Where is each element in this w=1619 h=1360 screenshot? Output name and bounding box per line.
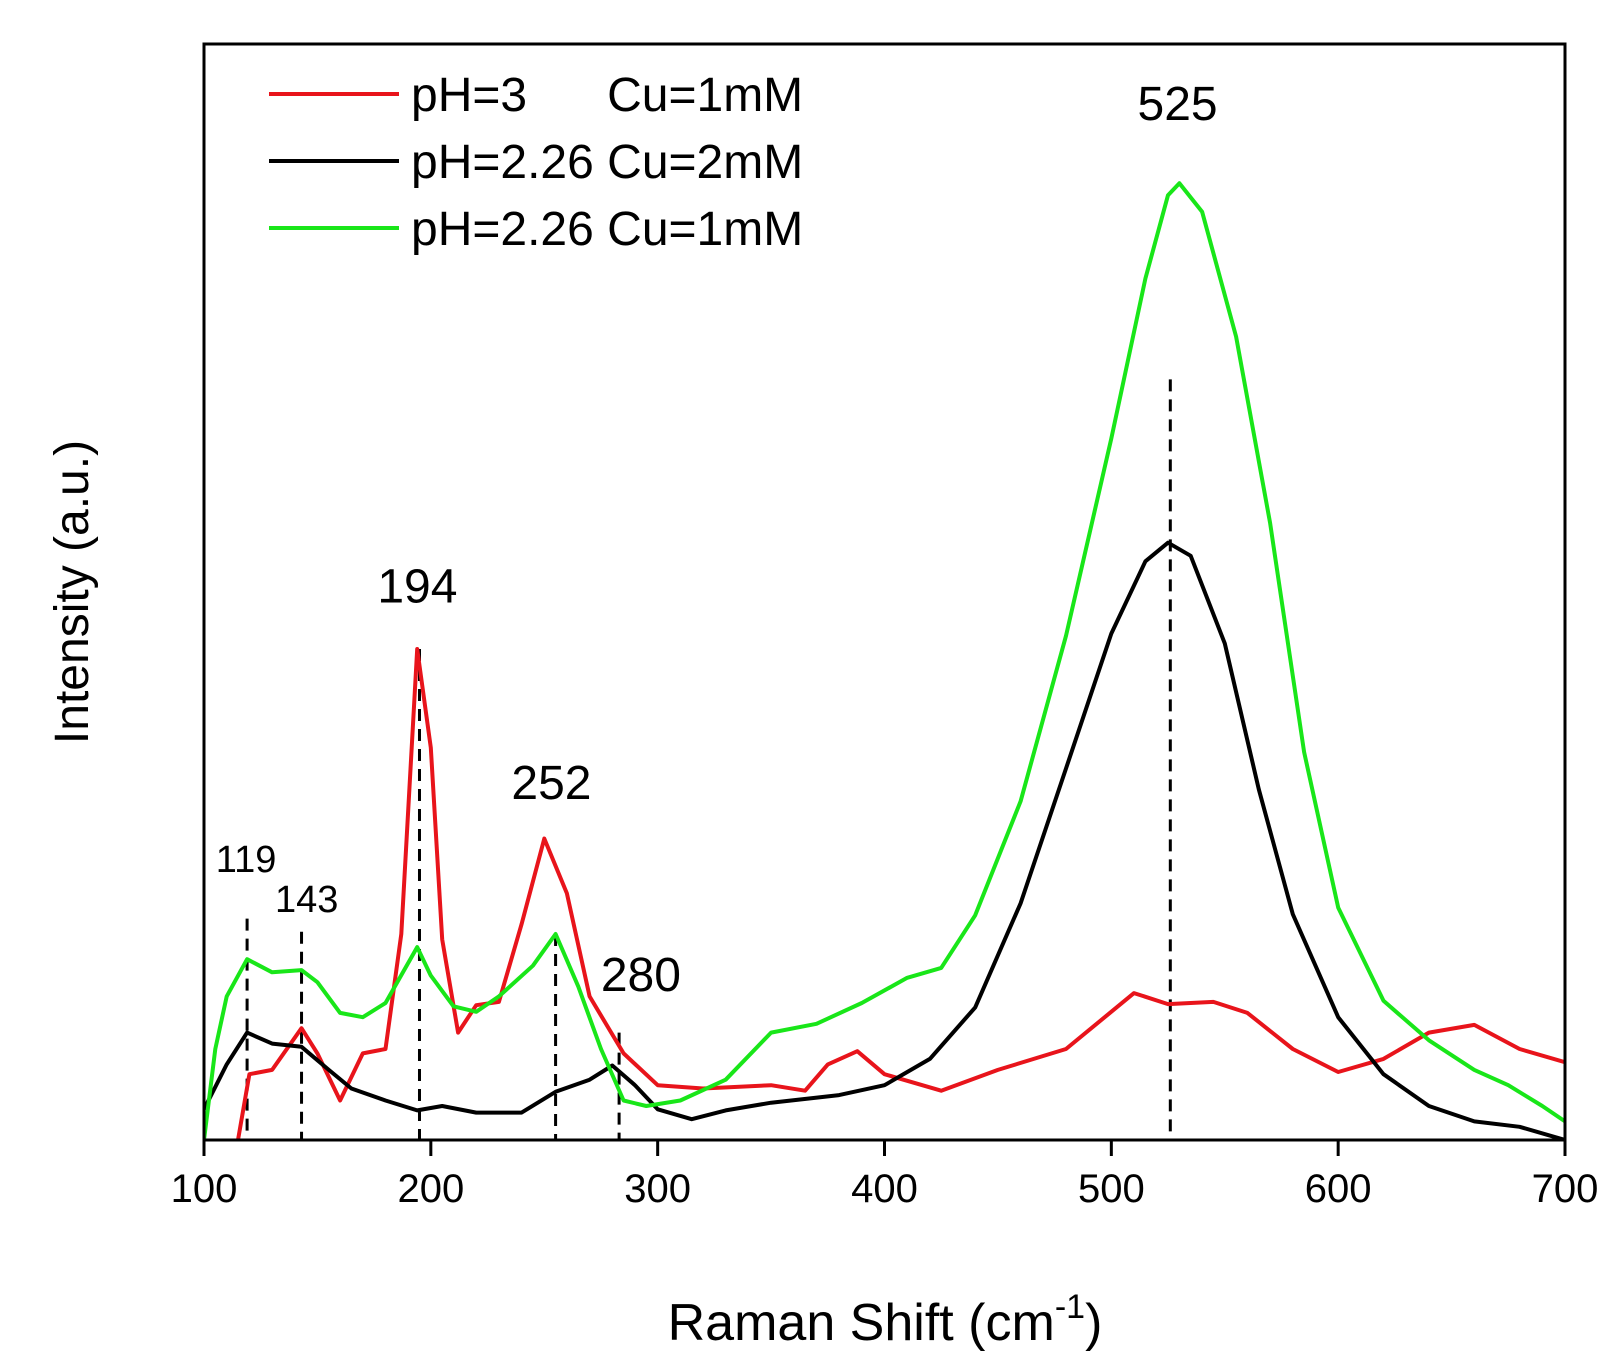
peak-label: 280 [601, 949, 681, 1002]
series-line [204, 181, 1565, 1140]
peak-label: 194 [377, 560, 457, 613]
x-tick-label: 100 [171, 1167, 238, 1211]
x-tick-label: 200 [397, 1167, 464, 1211]
x-tick-label: 300 [624, 1167, 691, 1211]
peak-label: 252 [511, 757, 591, 810]
y-axis-label: Intensity (a.u.) [46, 440, 99, 744]
x-axis-label-tail: ) [1085, 1294, 1102, 1352]
x-tick-label: 500 [1078, 1167, 1145, 1211]
series-line [204, 540, 1565, 1140]
legend-label: pH=3 Cu=1mM [411, 69, 803, 122]
x-axis-label-sup: -1 [1055, 1288, 1085, 1326]
x-tick-label: 600 [1305, 1167, 1372, 1211]
plot-frame [202, 42, 1567, 1142]
peak-label: 525 [1138, 78, 1218, 131]
x-axis-label-text: Raman Shift (cm [668, 1294, 1055, 1352]
legend-label: pH=2.26 Cu=1mM [411, 203, 803, 256]
x-tick-label: 400 [851, 1167, 918, 1211]
x-tick-label: 700 [1532, 1167, 1599, 1211]
x-axis-label: Raman Shift (cm-1) [668, 1288, 1103, 1352]
legend-label: pH=2.26 Cu=2mM [411, 136, 803, 189]
series-line [236, 647, 1565, 1140]
peak-label: 143 [275, 879, 338, 921]
peak-label: 119 [216, 839, 277, 881]
